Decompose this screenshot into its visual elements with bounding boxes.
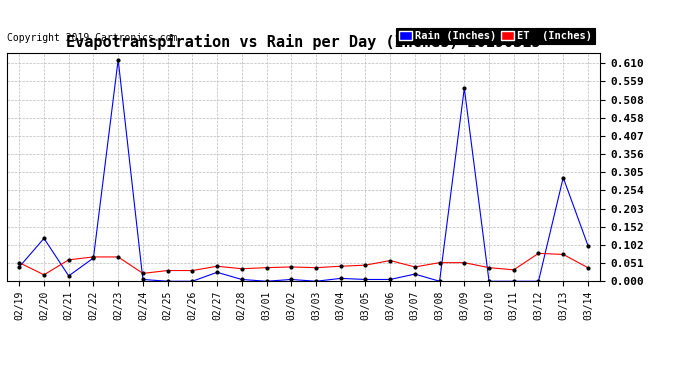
Text: Copyright 2019 Cartronics.com: Copyright 2019 Cartronics.com [7, 33, 177, 44]
Legend: Rain (Inches), ET  (Inches): Rain (Inches), ET (Inches) [396, 28, 595, 44]
Title: Evapotranspiration vs Rain per Day (Inches) 20190315: Evapotranspiration vs Rain per Day (Inch… [66, 34, 541, 50]
